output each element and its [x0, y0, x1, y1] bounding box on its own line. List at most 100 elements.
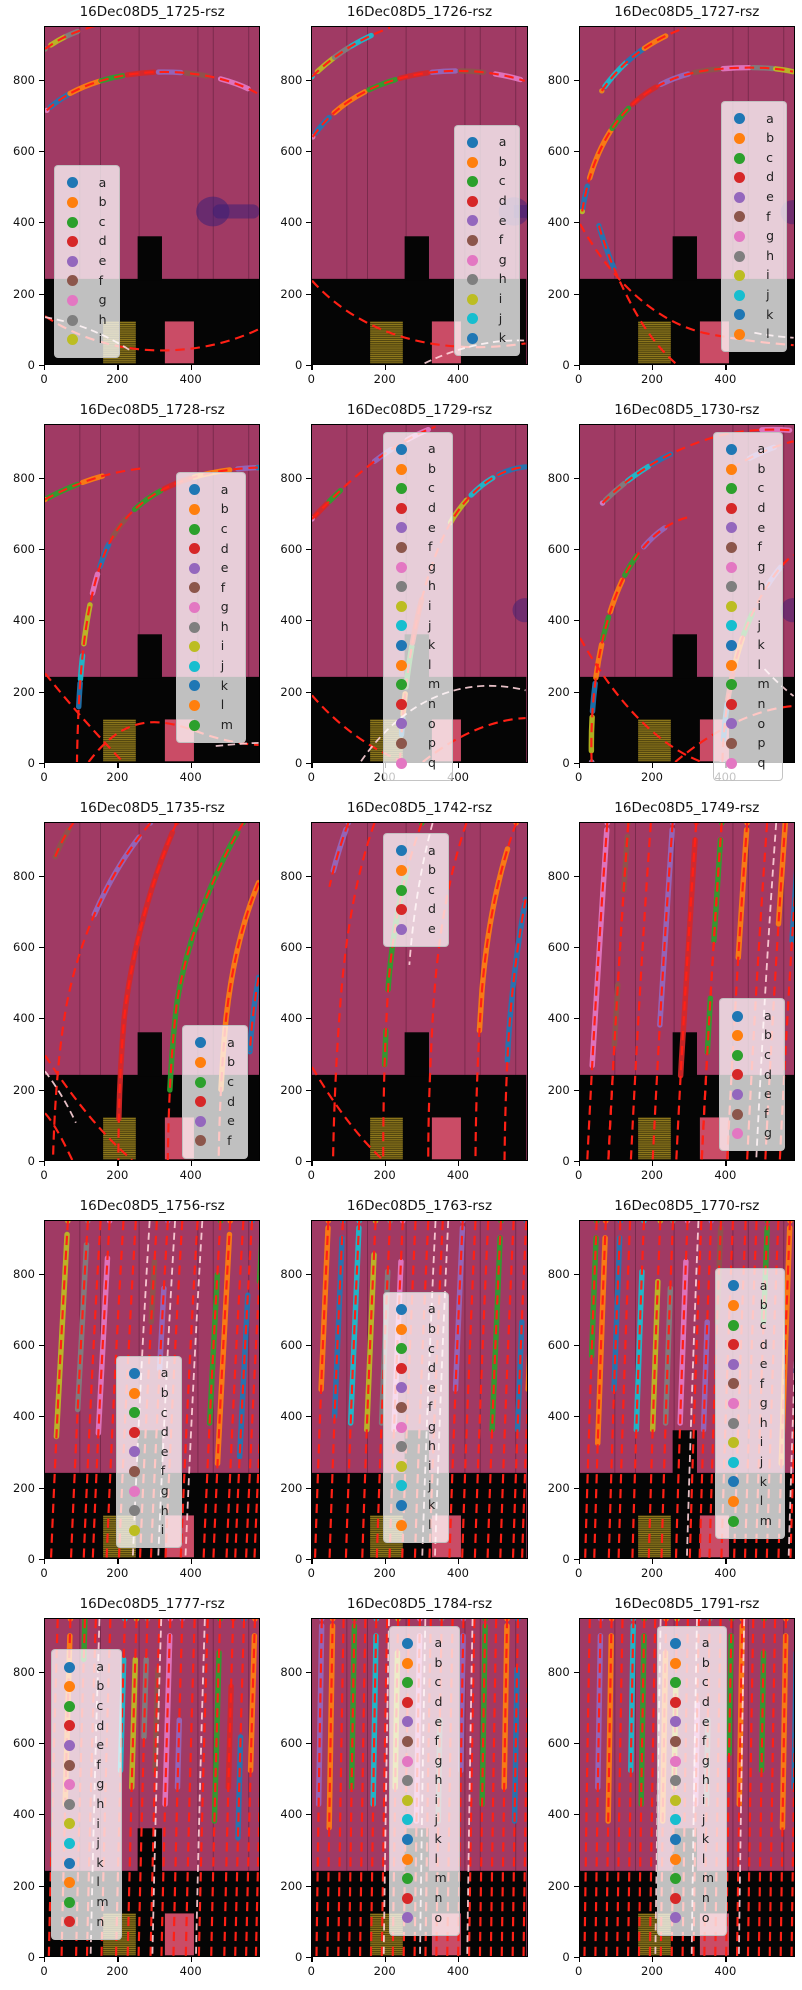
legend-dot-icon [128, 1407, 140, 1419]
legend-item: e [669, 1712, 714, 1732]
y-tick-label: 800 [547, 1664, 570, 1679]
legend-item-label: a [701, 1635, 710, 1651]
legend-item-label: h [759, 1414, 768, 1430]
legend-item: b [402, 1653, 446, 1673]
subplot: 16Dec08D5_1726-rsz 800 600 400 200 0 0 200 400 a b… [267, 0, 534, 398]
legend-item-label: o [434, 1909, 443, 1925]
y-tick-mark [573, 1885, 579, 1887]
legend-dot-icon [396, 698, 408, 710]
subplot: 16Dec08D5_1729-rsz 800 600 400 200 00 200 400 ab… [267, 398, 534, 796]
legend-item-label: c [498, 173, 506, 189]
y-tick-mark [39, 1559, 44, 1561]
y-tick-label: 200 [547, 286, 570, 301]
legend-item-label: i [701, 1792, 706, 1808]
x-tick-mark [117, 365, 119, 370]
legend-item: g [669, 1751, 714, 1771]
y-tick-label: 0 [295, 756, 303, 770]
legend-item: i [727, 1433, 772, 1453]
legend-item-label: f [759, 1375, 765, 1391]
legend-item-label: p [428, 735, 436, 751]
y-axis: 800 600 400 200 0 [0, 822, 44, 1168]
y-axis: 800 600 400 200 0 [0, 424, 44, 770]
y-axis: 800 600 400 200 0 [267, 1220, 312, 1566]
legend-dot-icon [396, 483, 408, 495]
legend-item-label: q [757, 754, 766, 770]
y-tick-mark [573, 1487, 579, 1489]
legend-dot-icon [64, 1837, 76, 1849]
y-tick-label: 800 [13, 470, 35, 485]
legend-item: g [188, 598, 233, 618]
y-tick-label: 0 [27, 1552, 35, 1566]
legend-item: d [725, 499, 770, 519]
x-axis: 0 200 400 [575, 1161, 795, 1194]
legend-dot-icon [188, 543, 200, 555]
legend-dot-icon [669, 1696, 681, 1708]
legend-dot-icon [64, 1720, 76, 1732]
legend-dot-icon [727, 1398, 739, 1410]
y-axis: 800 600 400 200 0 [0, 1220, 44, 1566]
legend-item-label: b [759, 1297, 768, 1313]
subplot-title: 16Dec08D5_1728-rsz [79, 402, 225, 418]
legend-item: a [128, 1364, 169, 1384]
legend-item-label: b [766, 130, 775, 146]
legend-dot-icon [64, 1798, 76, 1810]
y-tick-label: 400 [13, 215, 35, 230]
legend-dot-icon [466, 215, 478, 227]
legend-item-label: e [766, 189, 774, 205]
y-tick-label: 200 [280, 286, 303, 301]
y-tick-mark [306, 477, 312, 479]
legend-item: b [128, 1383, 169, 1403]
y-tick-label: 400 [547, 1011, 570, 1026]
legend-dot-icon [396, 463, 408, 475]
legend-item-label: d [428, 500, 436, 516]
y-tick-label: 600 [280, 1735, 303, 1750]
legend-item-label: a [160, 1365, 169, 1381]
legend-item-label: c [96, 1698, 104, 1714]
y-tick-label: 200 [547, 1082, 570, 1097]
subplot: 16Dec08D5_1763-rsz 800 600 400 200 0 0 200 400 a b… [267, 1194, 534, 1592]
legend-item: o [396, 714, 440, 734]
legend-item: a [466, 133, 507, 153]
y-tick-label: 800 [280, 1266, 303, 1281]
y-tick-label: 800 [280, 470, 303, 485]
x-tick-mark [651, 763, 654, 768]
legend-item-label: b [434, 1654, 443, 1670]
legend-item-label: a [227, 1034, 235, 1050]
legend-dot-icon [64, 1740, 76, 1751]
legend-item: h [64, 1794, 108, 1814]
subplot: 16Dec08D5_1735-rsz 800 600 400 200 0 0 200 400 a b… [0, 796, 267, 1194]
y-tick-mark [573, 1957, 579, 1959]
y-tick-label: 600 [13, 1735, 35, 1750]
legend-item: e [396, 919, 436, 939]
legend-item: c [128, 1403, 169, 1423]
legend-item: n [669, 1888, 714, 1908]
legend-item: h [66, 310, 107, 330]
legend-item-label: e [96, 1737, 105, 1753]
y-axis: 800 600 400 200 0 [0, 1618, 44, 1964]
legend-item: a [66, 173, 107, 193]
legend-dot-icon [734, 270, 746, 282]
x-axis: 0 200 400 [575, 1559, 795, 1592]
y-tick-mark [306, 1344, 312, 1347]
y-tick-label: 200 [13, 684, 35, 699]
subplot-title: 16Dec08D5_1725-rsz [79, 4, 225, 20]
legend-item: e [396, 1378, 436, 1398]
legend-item-label: d [759, 1336, 768, 1352]
legend-item: k [188, 676, 233, 696]
legend-dot-icon [188, 562, 200, 574]
legend-dot-icon [669, 1716, 681, 1728]
y-tick-label: 200 [547, 1878, 570, 1893]
legend-dot-icon [731, 1088, 743, 1100]
x-axis: 0 200 400 [40, 1161, 260, 1194]
legend-dot-icon [725, 698, 737, 710]
legend-item-label: o [428, 715, 436, 731]
legend-dot-icon [725, 444, 737, 456]
y-tick-label: 200 [280, 1082, 303, 1097]
legend-item-label: f [428, 539, 433, 555]
x-tick-mark [725, 1957, 727, 1962]
legend-item-label: b [498, 153, 507, 169]
x-tick-label: 200 [106, 1566, 129, 1580]
legend-dot-icon [128, 1446, 140, 1458]
